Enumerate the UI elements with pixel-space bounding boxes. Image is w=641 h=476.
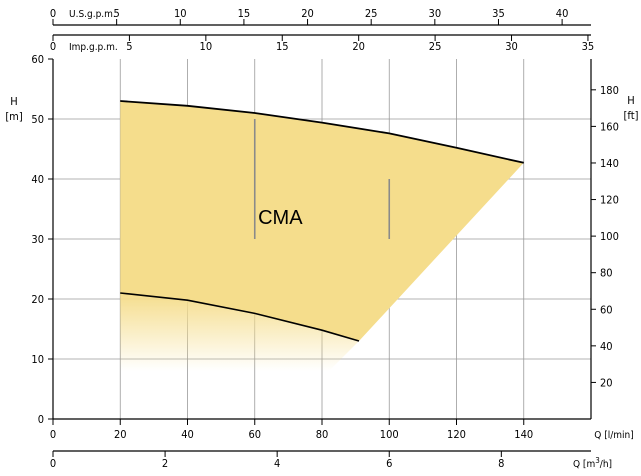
x-m3h-tick-label: 2: [162, 457, 168, 470]
y-right-tick-label: 80: [600, 267, 613, 280]
x-main-tick-label: 60: [248, 428, 261, 441]
x-main-tick-label: 100: [380, 428, 399, 441]
x-usgpm-tick-label: 5: [113, 7, 119, 20]
y-right-tick-label: 120: [600, 194, 619, 207]
y-right-tick-label: 20: [600, 376, 613, 389]
x-impgpm-tick-label: 30: [505, 40, 518, 53]
x-impgpm-tick-label: 35: [582, 40, 595, 53]
y-left-tick-label: 10: [31, 353, 44, 366]
y-right-tick-label: 100: [600, 230, 619, 243]
y-left-tick-label: 50: [31, 113, 44, 126]
y-right-tick-label: 180: [600, 84, 619, 97]
y-left-tick-label: 60: [31, 53, 44, 66]
x-impgpm-title: Imp.g.p.m.: [69, 42, 118, 53]
y-left-tick-label: 20: [31, 293, 44, 306]
x-impgpm-tick-label: 10: [200, 40, 213, 53]
x-main-tick-label: 80: [316, 428, 329, 441]
x-m3h-title: Q [m3/h]: [573, 456, 612, 470]
x-m3h-tick-label: 4: [274, 457, 280, 470]
y-left-tick-label: 40: [31, 173, 44, 186]
operating-area: [120, 101, 524, 371]
x-main-tick-label: 20: [114, 428, 127, 441]
x-usgpm-tick-label: 35: [492, 7, 505, 20]
x-m3h-tick-label: 6: [386, 457, 392, 470]
x-main-tick-label: 140: [514, 428, 533, 441]
x-m3h-tick-label: 8: [498, 457, 504, 470]
x-usgpm-tick-label: 30: [429, 7, 442, 20]
operating-area-fill: [120, 101, 524, 341]
x-main-tick-label: 0: [50, 428, 56, 441]
x-m3h-tick-label: 0: [50, 457, 56, 470]
x-usgpm-tick-label: 20: [301, 7, 314, 20]
y-left-title-symbol: H: [10, 95, 17, 108]
curves: [120, 100, 524, 342]
y-right-tick-label: 60: [600, 303, 613, 316]
x-impgpm-tick-label: 15: [276, 40, 289, 53]
x-impgpm-tick-label: 0: [50, 40, 56, 53]
x-usgpm-tick-label: 25: [365, 7, 378, 20]
y-right-title-symbol: H: [627, 94, 634, 107]
y-right-tick-label: 160: [600, 120, 619, 133]
x-impgpm-tick-label: 25: [429, 40, 442, 53]
y-right-tick-label: 140: [600, 157, 619, 170]
x-usgpm-origin-label: 0: [50, 7, 56, 20]
upper-curve: [120, 100, 524, 164]
y-left-tick-label: 0: [38, 413, 44, 426]
y-right-title-unit: [ft]: [624, 109, 639, 122]
x-main-title: Q [l/min]: [594, 430, 633, 441]
x-impgpm-tick-label: 5: [126, 40, 132, 53]
x-main-tick-label: 40: [181, 428, 194, 441]
x-main-tick-label: 120: [447, 428, 466, 441]
x-usgpm-title: U.S.g.p.m.: [69, 9, 116, 20]
x-usgpm-tick-label: 40: [556, 7, 569, 20]
y-right-tick-label: 40: [600, 340, 613, 353]
area-fade: [120, 293, 359, 371]
region-label: CMA: [258, 207, 303, 229]
x-impgpm-tick-label: 20: [352, 40, 365, 53]
y-left-tick-label: 30: [31, 233, 44, 246]
y-left-title-unit: [m]: [5, 110, 23, 123]
lower-curve: [120, 292, 360, 342]
axes: 0102030405060H[m]20406080100120140160180…: [5, 7, 638, 470]
x-usgpm-tick-label: 15: [238, 7, 251, 20]
x-usgpm-tick-label: 10: [174, 7, 187, 20]
